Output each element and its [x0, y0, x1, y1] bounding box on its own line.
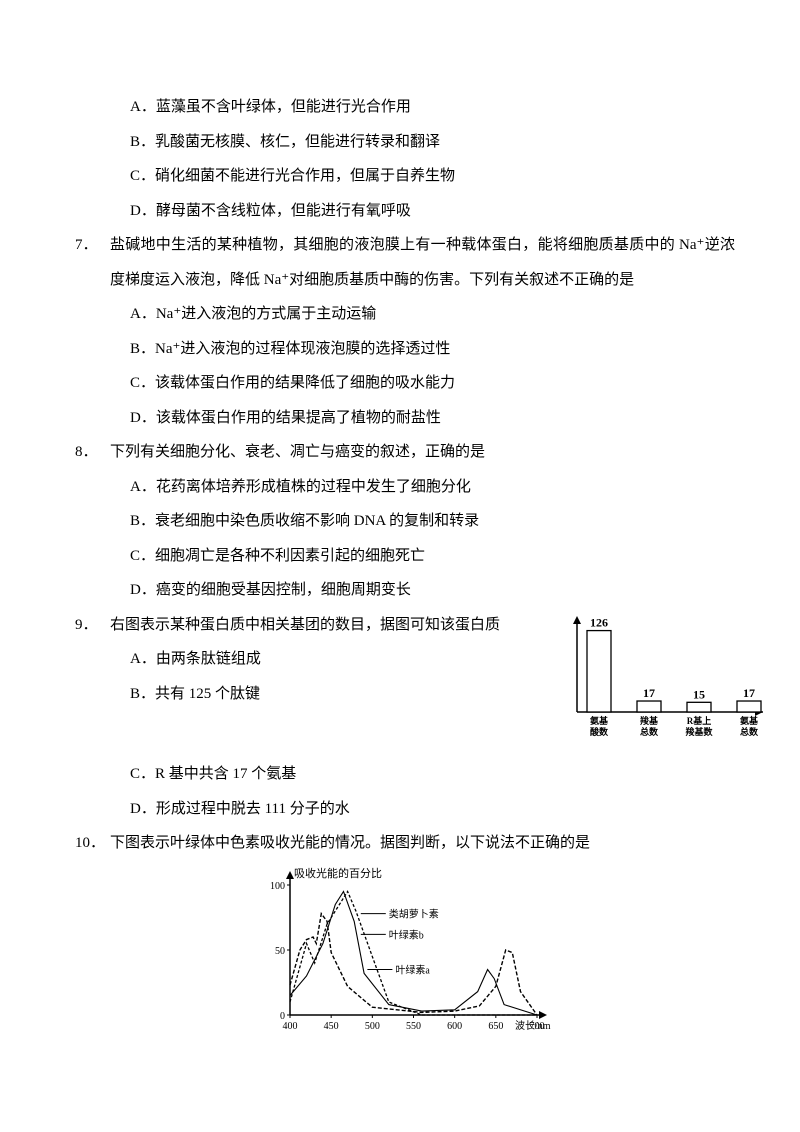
q6-option-d: D．酵母菌不含线粒体，但能进行有氧呼吸 — [75, 194, 735, 229]
exam-page: A．蓝藻虽不含叶绿体，但能进行光合作用 B．乳酸菌无核膜、核仁，但能进行转录和翻… — [0, 0, 800, 1098]
q9-option-a: A．由两条肽链组成 — [75, 642, 565, 677]
q7-stem: 7． 盐碱地中生活的某种植物，其细胞的液泡膜上有一种载体蛋白，能将细胞质基质中的… — [75, 228, 735, 297]
svg-text:羧基: 羧基 — [640, 715, 659, 726]
svg-text:15: 15 — [693, 687, 705, 701]
svg-text:酸数: 酸数 — [590, 726, 609, 737]
q7-number: 7． — [75, 228, 110, 263]
svg-text:17: 17 — [643, 686, 655, 700]
q9-option-c: C．R 基中共含 17 个氨基 — [75, 757, 735, 792]
q7-option-b: B．Na⁺进入液泡的过程体现液泡膜的选择透过性 — [75, 332, 735, 367]
q9-option-d: D．形成过程中脱去 111 分子的水 — [75, 792, 735, 827]
q9-block: 9． 右图表示某种蛋白质中相关基团的数目，据图可知该蛋白质 A．由两条肽链组成 … — [75, 608, 735, 758]
q10-text: 下图表示叶绿体中色素吸收光能的情况。据图判断，以下说法不正确的是 — [110, 826, 735, 861]
q9-number: 9． — [75, 608, 110, 643]
svg-text:吸收光能的百分比: 吸收光能的百分比 — [294, 866, 382, 880]
svg-text:50: 50 — [275, 946, 285, 957]
svg-text:17: 17 — [743, 686, 755, 700]
q6-option-a: A．蓝藻虽不含叶绿体，但能进行光合作用 — [75, 90, 735, 125]
q7-text: 盐碱地中生活的某种植物，其细胞的液泡膜上有一种载体蛋白，能将细胞质基质中的 Na… — [110, 228, 735, 297]
q9-stem: 9． 右图表示某种蛋白质中相关基团的数目，据图可知该蛋白质 — [75, 608, 565, 643]
q8-option-a: A．花药离体培养形成植株的过程中发生了细胞分化 — [75, 470, 735, 505]
svg-text:氨基: 氨基 — [740, 715, 759, 726]
q10-number: 10． — [75, 826, 110, 861]
q8-option-b: B．衰老细胞中染色质收缩不影响 DNA 的复制和转录 — [75, 504, 735, 539]
q8-option-d: D．癌变的细胞受基因控制，细胞周期变长 — [75, 573, 735, 608]
q8-stem: 8． 下列有关细胞分化、衰老、凋亡与癌变的叙述，正确的是 — [75, 435, 735, 470]
svg-text:450: 450 — [324, 1021, 339, 1032]
q8-option-c: C．细胞凋亡是各种不利因素引起的细胞死亡 — [75, 539, 735, 574]
svg-text:126: 126 — [590, 615, 608, 629]
svg-text:叶绿素b: 叶绿素b — [389, 928, 424, 941]
q9-option-b: B．共有 125 个肽键 — [75, 677, 565, 712]
q7-option-c: C．该载体蛋白作用的结果降低了细胞的吸水能力 — [75, 366, 735, 401]
svg-text:400: 400 — [283, 1021, 298, 1032]
svg-text:叶绿素a: 叶绿素a — [395, 963, 430, 976]
svg-text:类胡萝卜素: 类胡萝卜素 — [389, 907, 439, 920]
q6-option-b: B．乳酸菌无核膜、核仁，但能进行转录和翻译 — [75, 125, 735, 160]
q9-text: 右图表示某种蛋白质中相关基团的数目，据图可知该蛋白质 — [110, 608, 565, 643]
svg-text:100: 100 — [270, 881, 285, 892]
svg-text:羧基数: 羧基数 — [685, 726, 713, 737]
q8-number: 8． — [75, 435, 110, 470]
svg-text:650: 650 — [488, 1021, 503, 1032]
svg-text:500: 500 — [365, 1021, 380, 1032]
q10-stem: 10． 下图表示叶绿体中色素吸收光能的情况。据图判断，以下说法不正确的是 — [75, 826, 735, 861]
svg-text:总数: 总数 — [740, 726, 759, 737]
svg-text:总数: 总数 — [640, 726, 659, 737]
q7-option-a: A．Na⁺进入液泡的方式属于主动运输 — [75, 297, 735, 332]
svg-text:R基上: R基上 — [687, 715, 712, 726]
q9-bar-chart: 126氨基酸数17羧基总数15R基上羧基数17氨基总数 — [565, 614, 765, 758]
svg-text:550: 550 — [406, 1021, 421, 1032]
q7-option-d: D．该载体蛋白作用的结果提高了植物的耐盐性 — [75, 401, 735, 436]
svg-text:氨基: 氨基 — [590, 715, 609, 726]
q8-text: 下列有关细胞分化、衰老、凋亡与癌变的叙述，正确的是 — [110, 435, 735, 470]
q10-absorption-graph: 吸收光能的百分比050100400450500550600650700波长/nm… — [255, 863, 555, 1038]
svg-text:波长/nm: 波长/nm — [515, 1019, 551, 1032]
q6-option-c: C．硝化细菌不能进行光合作用，但属于自养生物 — [75, 159, 735, 194]
svg-text:600: 600 — [447, 1021, 462, 1032]
